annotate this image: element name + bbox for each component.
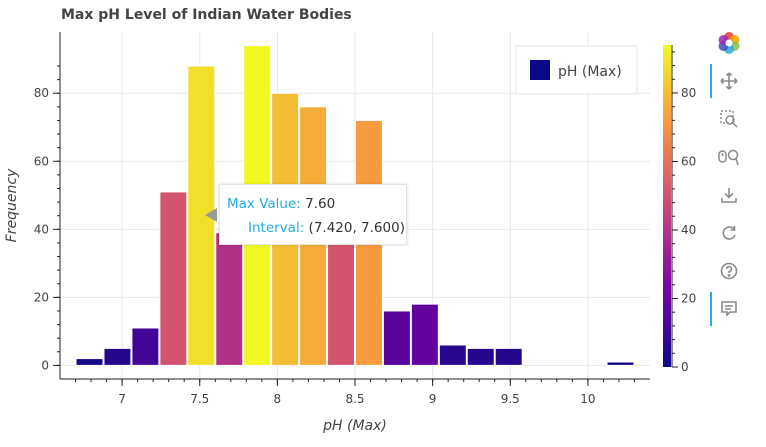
x-tick-label: 7 xyxy=(118,392,126,406)
logo-icon[interactable] xyxy=(716,30,742,56)
colorbar-tick-label: 20 xyxy=(681,291,696,305)
colorbar-tick-label: 40 xyxy=(681,223,696,237)
histogram-bar xyxy=(382,310,411,366)
chart-title: Max pH Level of Indian Water Bodies xyxy=(61,7,352,23)
histogram-bar xyxy=(103,347,132,366)
histogram-bar xyxy=(494,347,523,366)
legend-label: pH (Max) xyxy=(558,64,622,80)
y-tick-label: 20 xyxy=(34,290,49,304)
x-axis-label: pH (Max) xyxy=(322,418,387,434)
help-icon[interactable] xyxy=(716,258,742,284)
hover-tooltip: Max Value: 7.60 Interval: (7.420, 7.600) xyxy=(219,184,407,245)
y-tick-label: 40 xyxy=(34,222,49,236)
histogram-bar xyxy=(466,347,495,366)
colorbar-tick-label: 60 xyxy=(681,154,696,168)
tooltip-interval-label: Interval: xyxy=(248,220,305,236)
x-tick-label: 8.5 xyxy=(345,392,364,406)
histogram-bar xyxy=(215,232,244,366)
tooltip-max-value: 7.60 xyxy=(305,196,336,212)
pan-icon[interactable] xyxy=(716,68,742,94)
y-tick-label: 80 xyxy=(34,86,49,100)
colorbar-tick-label: 0 xyxy=(681,360,689,374)
histogram-bar xyxy=(131,327,160,366)
hover-active-indicator xyxy=(710,292,712,326)
chart-toolbar xyxy=(708,28,752,338)
colorbar xyxy=(663,45,671,367)
reset-icon[interactable] xyxy=(716,220,742,246)
x-tick-label: 10 xyxy=(580,392,595,406)
tooltip-pointer xyxy=(205,208,217,222)
y-tick-label: 0 xyxy=(41,358,49,372)
tooltip-interval: (7.420, 7.600) xyxy=(308,220,405,236)
histogram-bar xyxy=(410,303,439,366)
x-tick-label: 9 xyxy=(429,392,437,406)
tooltip-max-value-label: Max Value: xyxy=(227,196,301,212)
hover-icon[interactable] xyxy=(716,296,742,322)
x-tick-label: 8 xyxy=(274,392,282,406)
save-icon[interactable] xyxy=(716,182,742,208)
x-tick-label: 9.5 xyxy=(501,392,520,406)
histogram-bar xyxy=(159,191,188,366)
y-axis-label: Frequency xyxy=(4,168,20,242)
colorbar-tick-label: 80 xyxy=(681,86,696,100)
y-tick-label: 60 xyxy=(34,154,49,168)
histogram-bar xyxy=(438,344,467,366)
pan-active-indicator xyxy=(710,64,712,98)
box-zoom-icon[interactable] xyxy=(716,106,742,132)
wheel-zoom-icon[interactable] xyxy=(716,144,742,170)
histogram-bar xyxy=(606,361,635,366)
legend-swatch xyxy=(530,60,550,80)
x-tick-label: 7.5 xyxy=(190,392,209,406)
histogram-bar xyxy=(75,358,104,366)
